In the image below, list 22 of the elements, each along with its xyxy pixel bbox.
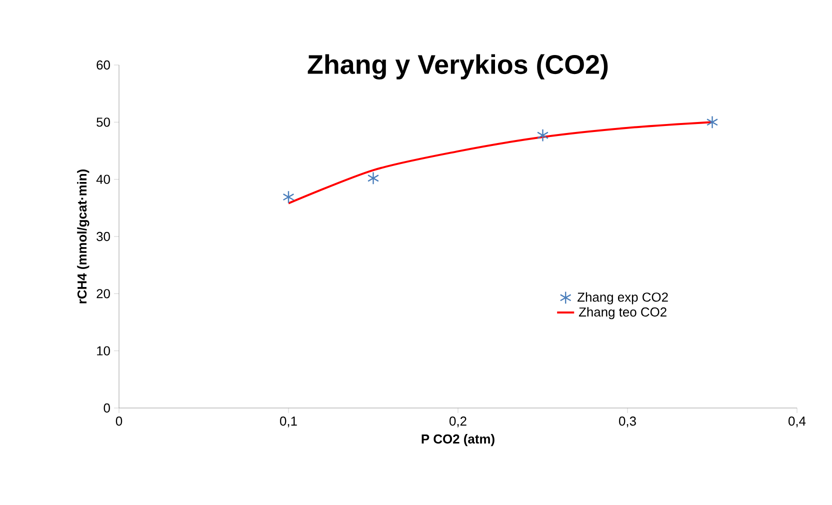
chart-title: Zhang y Verykios (CO2) [308,54,608,80]
x-tick-label: 0 [116,416,122,426]
y-tick-label: 40 [96,174,110,184]
y-tick-label: 0 [104,403,110,413]
y-tick-label: 20 [96,289,110,298]
line-series [288,121,714,204]
x-axis-title: P CO2 (atm) [422,434,494,446]
x-tick-label: 0,2 [450,416,466,428]
point [536,128,549,142]
x-tick-label: 0,1 [280,416,297,428]
y-tick-label: 50 [96,118,110,127]
y-tick-label: 10 [97,346,110,356]
legend-label: Zhang exp CO2 [578,292,668,304]
point [282,190,294,204]
legend-label: Zhang teo CO2 [578,307,666,320]
y-tick-label: 30 [96,232,110,242]
y-tick-label: 60 [96,60,110,70]
point [706,116,718,129]
x-tick-label: 0,4 [788,416,806,428]
point [367,172,380,185]
y-axis-title: rCH4 (mmol/gcat·min) [77,170,90,304]
x-tick-label: 0,3 [619,416,636,428]
